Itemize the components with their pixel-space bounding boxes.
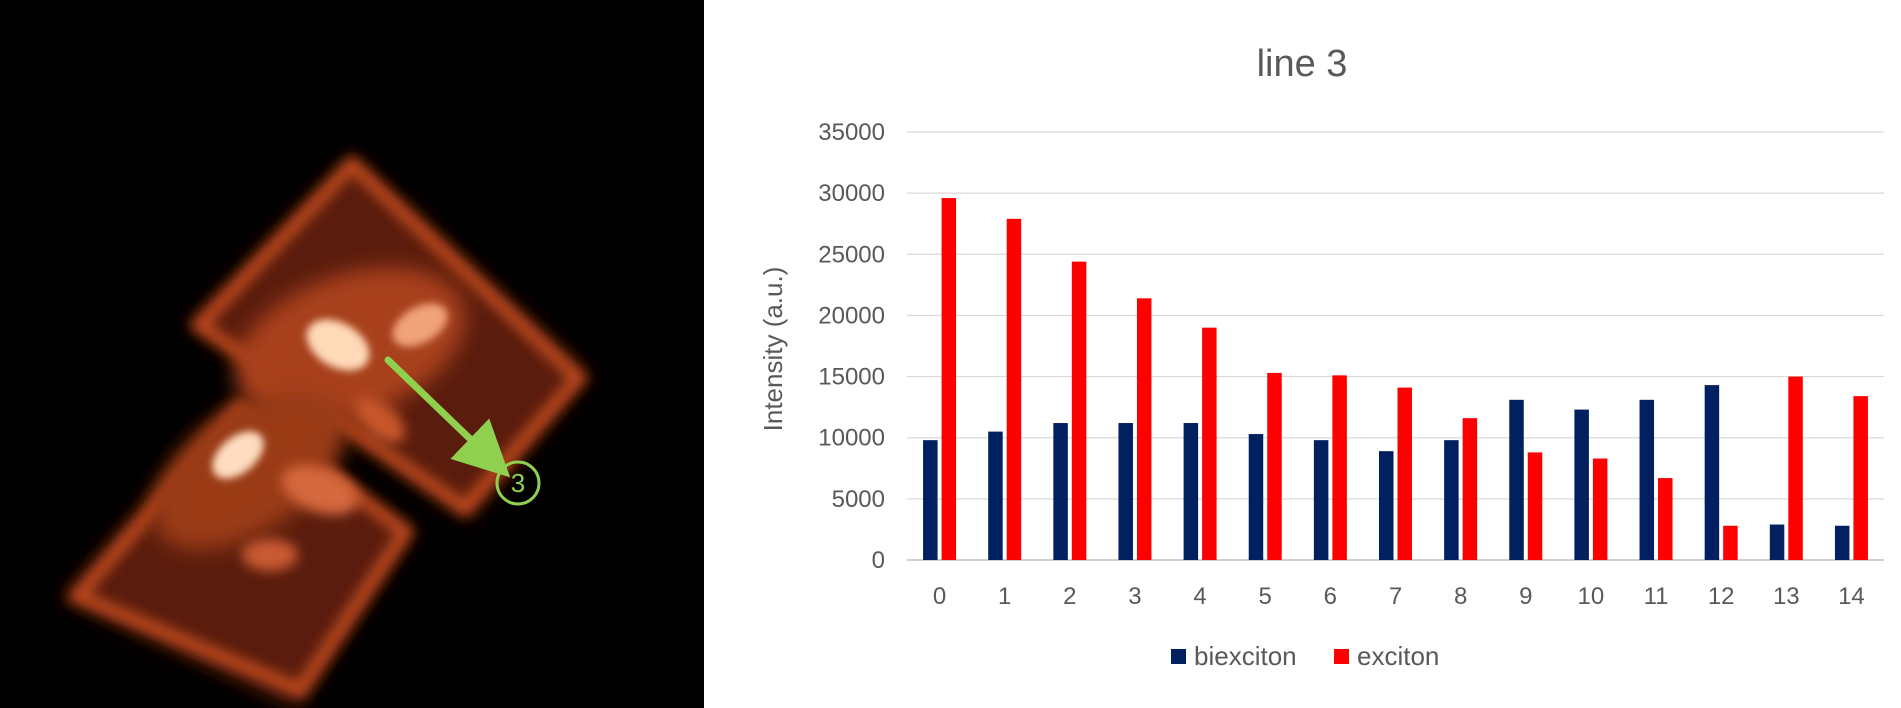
- bar-exciton: [1332, 375, 1347, 560]
- bar-biexciton: [1509, 399, 1524, 560]
- micrograph-image: 3: [0, 0, 704, 708]
- bar-exciton: [1853, 396, 1868, 560]
- line-3-marker-circle: [495, 460, 541, 506]
- x-tick-label: 0: [933, 583, 946, 610]
- line-3-marker-label: 3: [511, 468, 525, 498]
- x-axis-ticks: 0 1 2 3 4 5 6 7 8 9 10 11 12 13 14: [933, 583, 1865, 610]
- bar-exciton: [941, 198, 957, 560]
- legend: biexciton exciton: [1171, 641, 1439, 671]
- y-tick-label: 25000: [818, 241, 885, 268]
- x-tick-label: 1: [998, 583, 1011, 610]
- x-tick-label: 5: [1259, 583, 1272, 610]
- bar-biexciton: [1769, 524, 1785, 560]
- bar-exciton: [1527, 452, 1543, 560]
- bar-biexciton: [1379, 451, 1394, 560]
- bar-biexciton: [1639, 399, 1655, 560]
- x-tick-label: 13: [1773, 583, 1800, 610]
- x-tick-label: 2: [1063, 583, 1076, 610]
- bar-exciton: [1006, 218, 1022, 560]
- x-tick-label: 14: [1838, 583, 1865, 610]
- bar-exciton: [1071, 261, 1087, 560]
- bar-biexciton: [1053, 423, 1068, 560]
- x-tick-label: 9: [1519, 583, 1532, 610]
- bar-biexciton: [1248, 434, 1264, 560]
- y-tick-label: 15000: [818, 364, 885, 391]
- y-axis-title: Intensity (a.u.): [758, 267, 788, 432]
- bar-exciton: [1462, 418, 1478, 560]
- bar-exciton: [1788, 376, 1803, 560]
- legend-swatch-biexciton: [1171, 649, 1186, 664]
- legend-label-exciton: exciton: [1357, 641, 1439, 671]
- y-tick-label: 30000: [818, 180, 885, 207]
- gridlines: [907, 131, 1884, 561]
- bar-biexciton: [1704, 385, 1720, 560]
- bar-biexciton: [1313, 440, 1329, 560]
- bar-exciton: [1267, 372, 1282, 560]
- bar-exciton: [1136, 298, 1152, 560]
- y-axis-ticks: 0 5000 10000 15000 20000 25000 30000 35000: [818, 119, 885, 574]
- y-tick-label: 10000: [818, 425, 885, 452]
- bar-exciton: [1723, 525, 1738, 560]
- bar-exciton: [1658, 478, 1673, 560]
- legend-label-biexciton: biexciton: [1194, 641, 1297, 671]
- bar-biexciton: [1834, 525, 1850, 560]
- bar-biexciton: [988, 431, 1003, 560]
- bar-biexciton: [1118, 423, 1133, 560]
- x-tick-label: 4: [1193, 583, 1206, 610]
- bar-exciton: [1202, 327, 1217, 560]
- line-3-arrow: [384, 356, 511, 478]
- x-tick-label: 7: [1389, 583, 1402, 610]
- x-tick-label: 10: [1578, 583, 1605, 610]
- bar-biexciton: [923, 440, 938, 560]
- bar-chart: line 3 Intensity (a.u.) 0 5000 10000 15000 2…: [758, 43, 1884, 671]
- y-tick-label: 5000: [832, 486, 885, 513]
- legend-swatch-exciton: [1334, 649, 1349, 664]
- x-tick-label: 6: [1324, 583, 1337, 610]
- y-tick-label: 35000: [818, 119, 885, 146]
- bar-biexciton: [1183, 423, 1199, 560]
- y-tick-label: 20000: [818, 302, 885, 329]
- x-tick-label: 3: [1128, 583, 1141, 610]
- bar-biexciton: [1574, 409, 1589, 560]
- bars: [923, 198, 1868, 560]
- bar-exciton: [1397, 387, 1412, 560]
- x-tick-label: 12: [1708, 583, 1735, 610]
- x-tick-label: 8: [1454, 583, 1467, 610]
- y-tick-label: 0: [872, 547, 885, 574]
- bar-exciton: [1592, 458, 1608, 560]
- bar-biexciton: [1444, 440, 1459, 560]
- chart-title: line 3: [1257, 43, 1348, 85]
- x-tick-label: 11: [1644, 583, 1669, 610]
